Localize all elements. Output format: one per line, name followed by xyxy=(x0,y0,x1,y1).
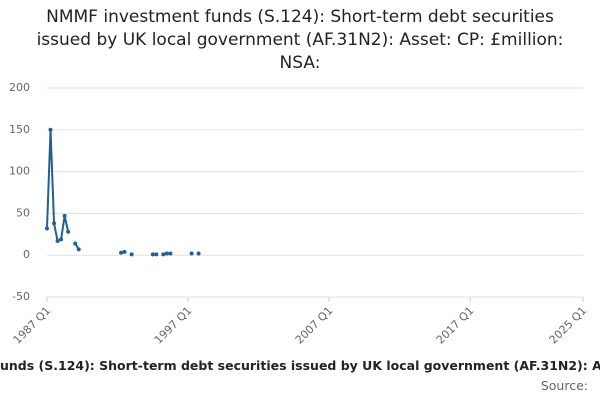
y-tick-label: -50 xyxy=(12,290,30,303)
point xyxy=(59,237,64,242)
point xyxy=(73,241,78,246)
y-tick-label: 0 xyxy=(23,248,30,261)
y-tick-label: 150 xyxy=(9,123,30,136)
point xyxy=(55,238,60,243)
footer-title: unds (S.124): Short-term debt securities… xyxy=(0,358,600,373)
x-tick-label: 2025 Q1 xyxy=(547,304,590,347)
y-tick-label: 100 xyxy=(9,165,30,178)
point xyxy=(119,250,124,255)
x-tick-label: 2017 Q1 xyxy=(434,304,477,347)
point xyxy=(66,229,71,234)
point xyxy=(189,251,194,256)
point xyxy=(76,247,81,252)
point xyxy=(150,252,155,257)
x-tick-label: 1997 Q1 xyxy=(152,304,195,347)
point xyxy=(164,251,169,256)
chart-title: NMMF investment funds (S.124): Short-ter… xyxy=(36,7,564,73)
x-tick-label: 2007 Q1 xyxy=(293,304,336,347)
point xyxy=(154,252,159,257)
point xyxy=(62,213,67,218)
series-line xyxy=(47,130,199,255)
point xyxy=(45,226,49,231)
point xyxy=(52,221,57,226)
point xyxy=(196,251,201,256)
point xyxy=(48,127,53,132)
point xyxy=(122,249,127,254)
source: Source: xyxy=(540,378,588,393)
y-tick-label: 200 xyxy=(9,81,30,94)
point xyxy=(129,252,134,257)
point xyxy=(168,251,173,256)
y-tick-label: 50 xyxy=(16,206,30,219)
x-tick-label: 1987 Q1 xyxy=(11,304,54,347)
point xyxy=(161,252,166,257)
